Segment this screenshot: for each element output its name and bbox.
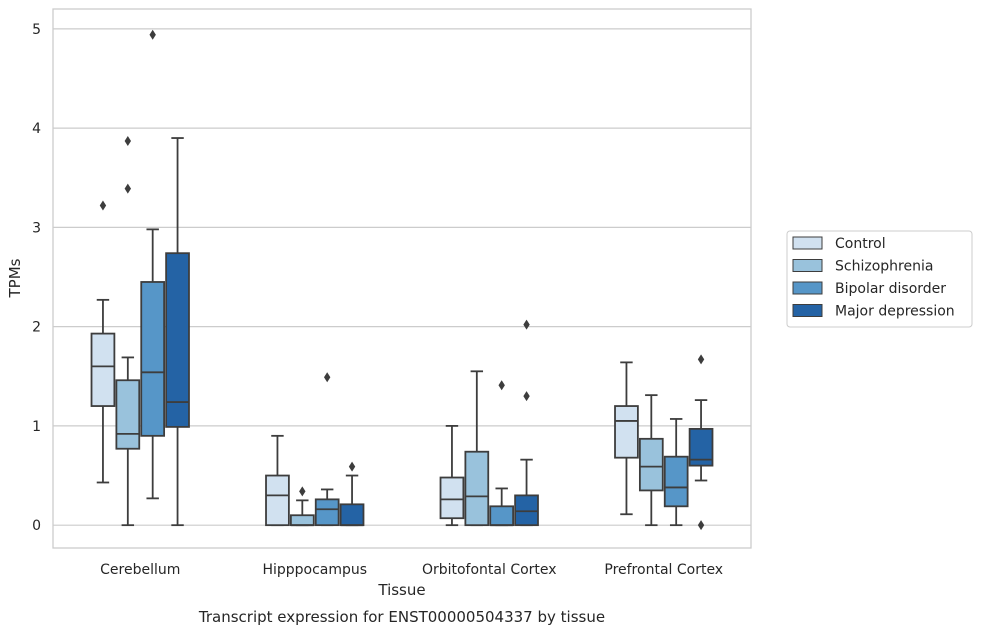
- box-2-2: [489, 380, 515, 527]
- legend-swatch: [792, 236, 823, 250]
- box-3-1: [638, 394, 664, 527]
- outlier-point: [523, 319, 530, 330]
- outlier-point: [697, 354, 705, 365]
- legend: Control Schizophrenia Bipolar disorder Majo…: [786, 230, 973, 328]
- box-body: [289, 514, 315, 527]
- box-body: [439, 476, 465, 520]
- y-tick-label: 5: [32, 22, 41, 38]
- legend-label: Bipolar disorder: [835, 281, 946, 297]
- legend-label: Major depression: [835, 304, 955, 320]
- x-tick-labels: Cerebellum Hipppocampus Orbitofontal Corte…: [100, 562, 723, 578]
- box-body: [115, 379, 141, 450]
- box-0-1: [115, 136, 141, 527]
- legend-frame: [786, 230, 973, 328]
- x-tick-label: Orbitofontal Cortex: [422, 562, 557, 578]
- legend-label: Schizophrenia: [835, 259, 933, 275]
- legend-label: Control: [835, 236, 886, 252]
- outlier-point: [697, 520, 705, 531]
- x-tick-label: Prefrontal Cortex: [604, 562, 723, 578]
- outlier-point: [498, 380, 505, 391]
- y-tick-label: 1: [32, 419, 41, 435]
- box-body: [464, 450, 490, 527]
- box-body: [489, 505, 515, 527]
- box-3-0: [614, 361, 639, 516]
- outlier-point: [323, 372, 331, 383]
- box-body: [638, 437, 664, 492]
- outlier-point: [299, 486, 306, 497]
- y-tick-label: 2: [32, 320, 41, 336]
- y-tick-label: 4: [32, 121, 41, 137]
- outlier-point: [99, 200, 107, 211]
- chart-caption: Transcript expression for ENST0000050433…: [198, 608, 605, 626]
- outlier-point: [124, 136, 132, 147]
- y-axis-label: TPMs: [6, 258, 24, 298]
- box-1-0: [265, 434, 290, 527]
- box-body: [514, 494, 539, 527]
- outlier-point: [348, 461, 356, 472]
- outlier-point: [523, 391, 530, 402]
- box-body: [140, 281, 166, 437]
- box-0-0: [90, 200, 116, 484]
- box-3-2: [663, 418, 689, 527]
- y-tick-label: 0: [32, 518, 41, 534]
- box-2-3: [514, 319, 539, 527]
- box-1-2: [314, 372, 340, 527]
- box-1-1: [289, 486, 315, 527]
- outlier-point: [149, 29, 156, 40]
- outlier-point: [124, 183, 132, 194]
- box-body: [614, 405, 639, 459]
- legend-swatch: [792, 259, 823, 272]
- box-groups: [90, 29, 714, 531]
- legend-swatch: [792, 281, 823, 295]
- box-body: [339, 503, 365, 527]
- box-body: [663, 455, 689, 508]
- box-1-3: [339, 461, 365, 527]
- box-0-2: [140, 29, 166, 500]
- y-tick-label: 3: [32, 220, 41, 236]
- box-body: [688, 427, 714, 467]
- box-2-1: [464, 370, 490, 527]
- box-0-3: [165, 137, 190, 527]
- box-body: [165, 252, 190, 428]
- box-body: [90, 332, 116, 407]
- x-tick-label: Cerebellum: [100, 562, 180, 578]
- box-2-0: [439, 425, 465, 527]
- x-axis-label: Tissue: [377, 581, 425, 599]
- legend-swatch: [792, 304, 823, 317]
- box-body: [314, 498, 340, 527]
- y-tick-labels: 0 1 2 3 4 5: [32, 22, 41, 534]
- box-body: [265, 474, 290, 527]
- x-tick-label: Hipppocampus: [262, 562, 367, 578]
- box-3-3: [688, 354, 714, 531]
